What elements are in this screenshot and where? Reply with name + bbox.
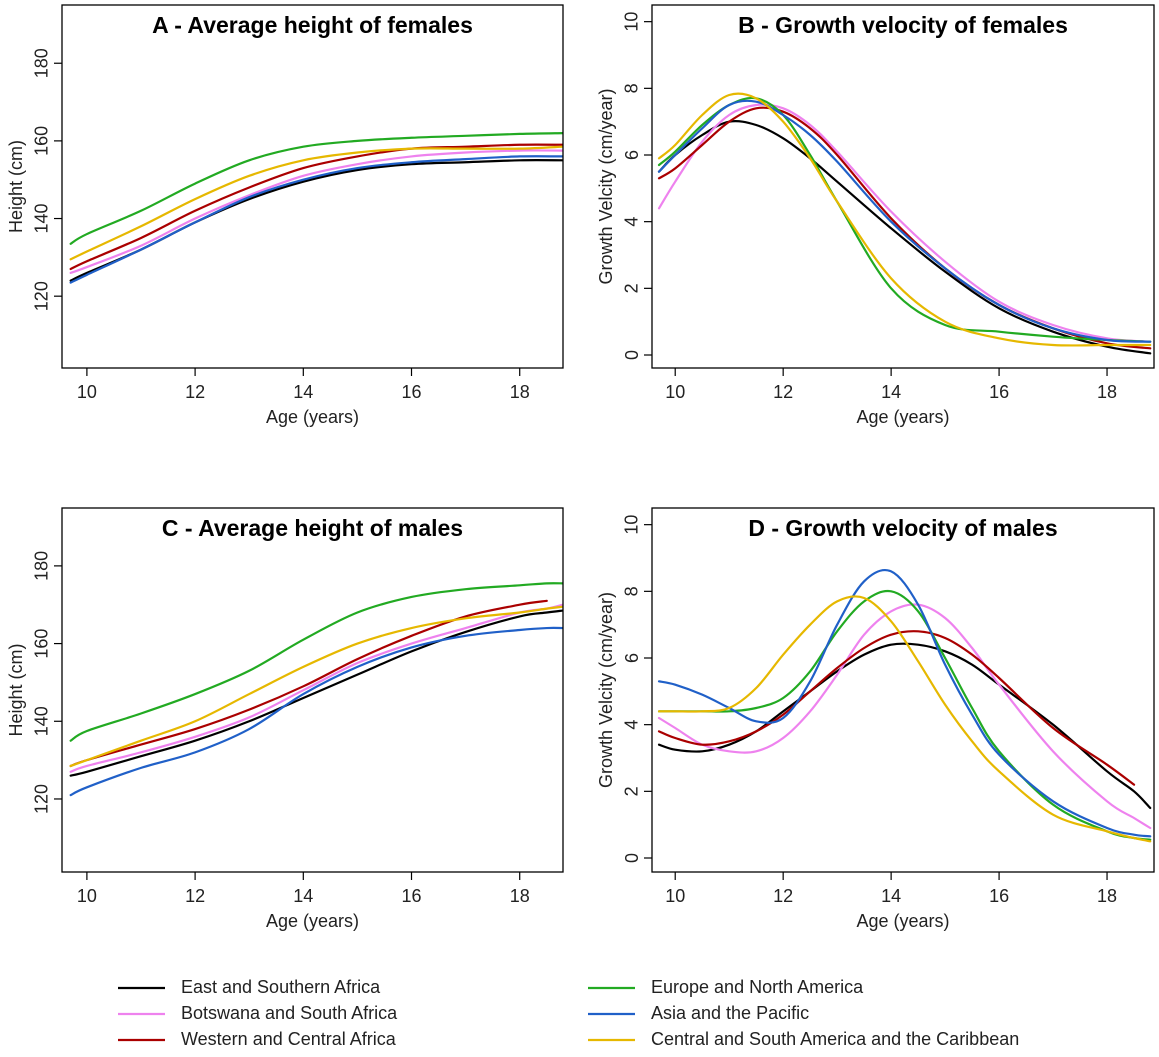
legend-label: Asia and the Pacific: [651, 1003, 809, 1023]
x-tick-label: 12: [773, 886, 793, 906]
series-line: Europe and North America: [69, 132, 563, 245]
series-line: Asia and the Pacific: [657, 99, 1152, 343]
series-line: Asia and the Pacific: [657, 568, 1152, 838]
y-axis-label: Growth Velcity (cm/year): [596, 88, 616, 284]
plot-frame: [61, 4, 564, 369]
y-axis-label: Growth Velcity (cm/year): [596, 592, 616, 788]
x-tick-label: 12: [773, 382, 793, 402]
series-line: Europe and North America: [657, 589, 1152, 841]
legend-label: East and Southern Africa: [181, 977, 381, 997]
panel: 10 12 14 16 18 120 140 160 180 East and Southern …: [6, 4, 564, 427]
x-axis-label: Age (years): [266, 407, 359, 427]
y-tick-label: 2: [622, 786, 642, 796]
series-line: Asia and the Pacific: [69, 155, 563, 284]
series-line: Asia and the Pacific: [69, 626, 563, 797]
y-tick-label: 6: [622, 653, 642, 663]
x-tick-label: 14: [293, 382, 313, 402]
panel-title: B - Growth velocity of females: [738, 12, 1068, 38]
y-tick-label: 6: [622, 150, 642, 160]
x-tick-label: 14: [293, 886, 313, 906]
series-line: East and Southern Africa: [657, 119, 1152, 355]
series-line: Western and Central Africa: [69, 599, 548, 768]
y-tick-label: 0: [622, 350, 642, 360]
y-tick-label: 2: [622, 283, 642, 293]
series-line: Europe and North America: [69, 582, 563, 742]
x-tick-label: 16: [401, 886, 421, 906]
y-axis-label: Height (cm): [6, 140, 26, 233]
series-line: East and Southern Africa: [69, 159, 563, 282]
y-tick-label: 10: [622, 12, 642, 32]
y-tick-label: 140: [32, 204, 52, 234]
y-tick-label: 180: [32, 48, 52, 78]
x-tick-label: 14: [881, 886, 901, 906]
panel: 10 12 14 16 18 0 2 4 6 8 10 East and Southern Afric…: [596, 507, 1155, 931]
y-tick-label: 160: [32, 629, 52, 659]
x-tick-label: 18: [510, 886, 530, 906]
y-tick-label: 8: [622, 83, 642, 93]
y-tick-label: 8: [622, 586, 642, 596]
series-line: Botswana and South Africa: [657, 103, 1152, 343]
x-axis-label: Age (years): [856, 407, 949, 427]
panel: 10 12 14 16 18 0 2 4 6 8 10 East and Southern Afric…: [596, 4, 1155, 427]
plot-frame: [651, 507, 1155, 873]
y-tick-label: 160: [32, 126, 52, 156]
y-tick-label: 180: [32, 551, 52, 581]
y-tick-label: 0: [622, 853, 642, 863]
legend-label: Central and South America and the Caribb…: [651, 1029, 1019, 1049]
x-tick-label: 12: [185, 886, 205, 906]
x-axis-label: Age (years): [266, 911, 359, 931]
series-line: Botswana and South Africa: [657, 603, 1152, 830]
x-tick-label: 18: [1097, 886, 1117, 906]
series-line: Western and Central Africa: [657, 106, 1152, 350]
y-tick-label: 140: [32, 706, 52, 736]
series-line: Botswana and South Africa: [69, 149, 563, 274]
x-tick-label: 18: [510, 382, 530, 402]
x-tick-label: 12: [185, 382, 205, 402]
series-line: Central and South America and the Caribb…: [69, 605, 563, 768]
x-tick-label: 10: [665, 382, 685, 402]
panel-title: D - Growth velocity of males: [748, 515, 1057, 541]
x-tick-label: 16: [989, 886, 1009, 906]
x-tick-label: 10: [665, 886, 685, 906]
x-tick-label: 14: [881, 382, 901, 402]
y-tick-label: 120: [32, 281, 52, 311]
series-line: Central and South America and the Caribb…: [69, 145, 563, 261]
y-tick-label: 120: [32, 784, 52, 814]
y-tick-label: 4: [622, 720, 642, 730]
x-tick-label: 16: [401, 382, 421, 402]
series-line: Europe and North America: [657, 96, 1152, 343]
x-tick-label: 10: [77, 886, 97, 906]
panel-title: C - Average height of males: [162, 515, 463, 541]
series-line: Western and Central Africa: [657, 630, 1136, 786]
y-tick-label: 4: [622, 217, 642, 227]
x-tick-label: 10: [77, 382, 97, 402]
legend-label: Botswana and South Africa: [181, 1003, 398, 1023]
series-line: East and Southern Africa: [69, 609, 563, 777]
panel-title: A - Average height of females: [152, 12, 473, 38]
x-tick-label: 16: [989, 382, 1009, 402]
x-tick-label: 18: [1097, 382, 1117, 402]
legend-label: Western and Central Africa: [181, 1029, 397, 1049]
legend: East and Southern Africa Botswana and Sou…: [118, 977, 1019, 1049]
series-line: East and Southern Africa: [657, 642, 1152, 810]
series-line: Central and South America and the Caribb…: [657, 92, 1152, 347]
panel: 10 12 14 16 18 120 140 160 180 East and Southern …: [6, 507, 564, 931]
legend-label: Europe and North America: [651, 977, 864, 997]
plot-frame: [651, 4, 1155, 369]
series-line: Central and South America and the Caribb…: [657, 595, 1152, 843]
series-line: Botswana and South Africa: [69, 603, 563, 773]
plot-frame: [61, 507, 564, 873]
x-axis-label: Age (years): [856, 911, 949, 931]
y-axis-label: Height (cm): [6, 643, 26, 736]
y-tick-label: 10: [622, 515, 642, 535]
series-line: Western and Central Africa: [69, 143, 563, 271]
